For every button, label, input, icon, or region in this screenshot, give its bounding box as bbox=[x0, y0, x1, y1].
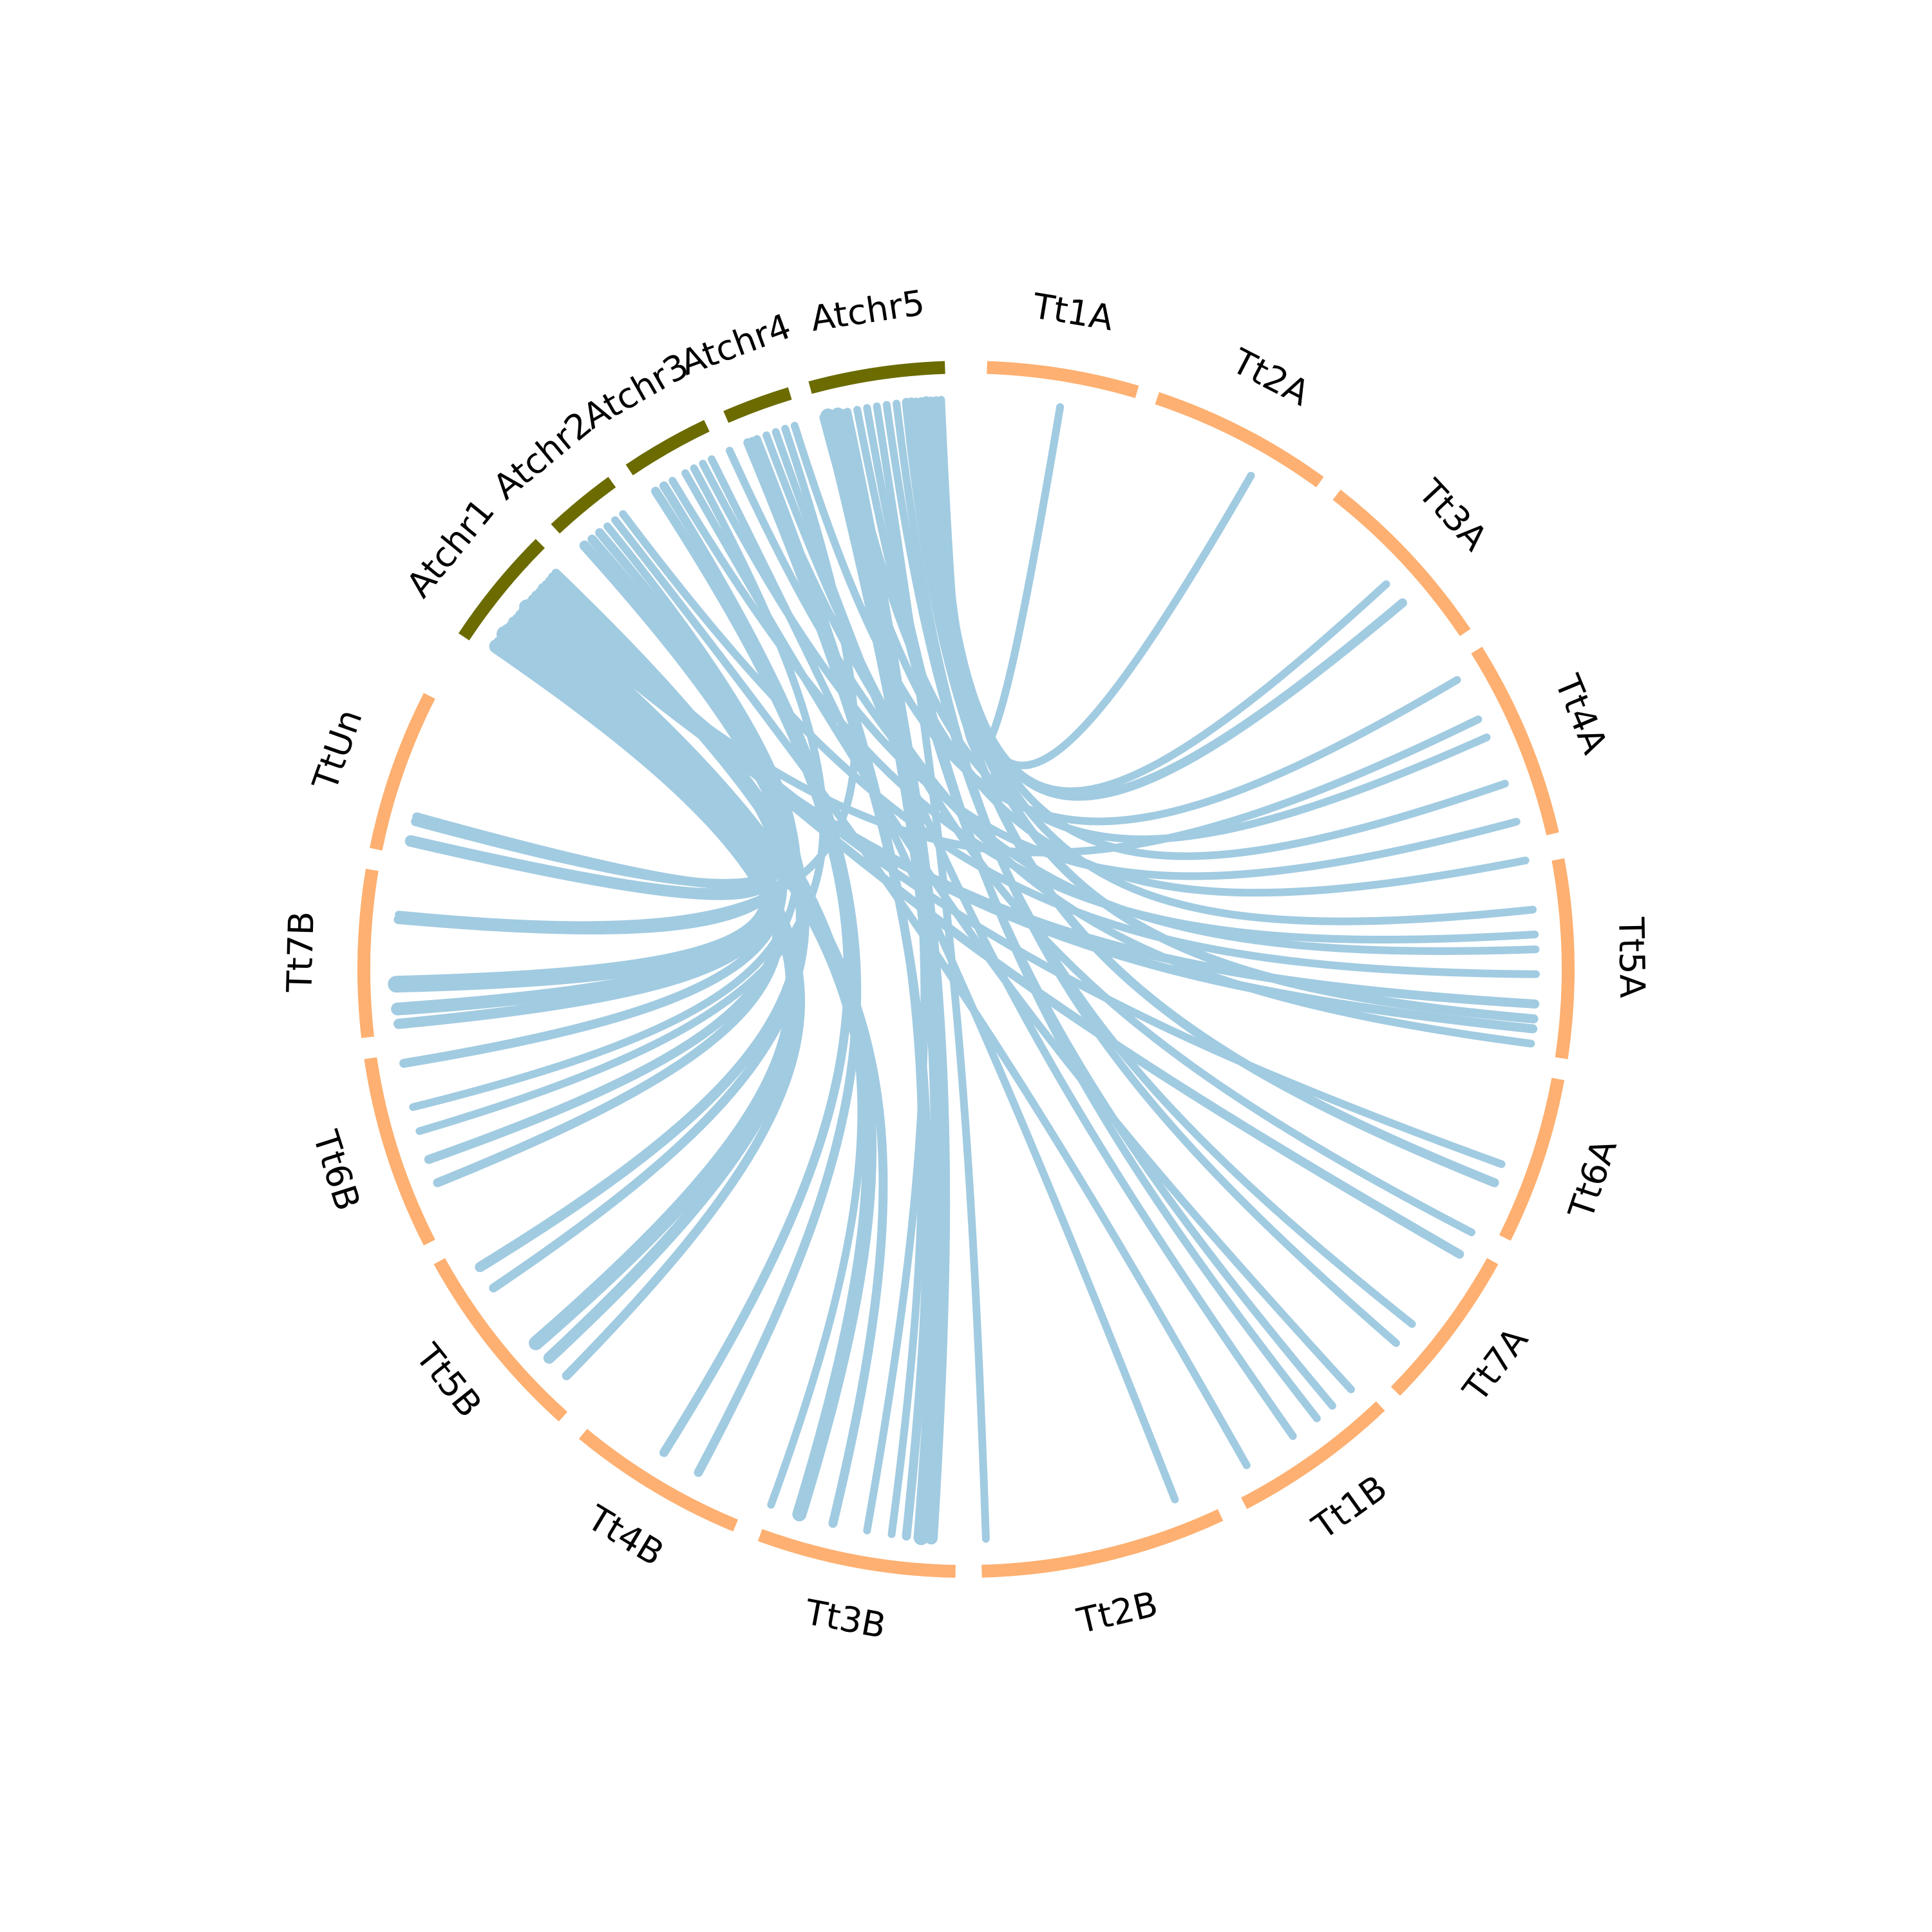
chromosome-label-tt1b: Tt1B bbox=[1305, 1467, 1395, 1548]
synteny-link bbox=[748, 437, 1535, 1048]
synteny-link bbox=[873, 402, 990, 1543]
chromosome-label-tt6b: Tt6B bbox=[305, 1125, 368, 1215]
chromosome-arc-ttun bbox=[370, 692, 435, 851]
synteny-link bbox=[922, 396, 1407, 801]
synteny-link bbox=[790, 422, 1461, 826]
synteny-link bbox=[726, 446, 1540, 955]
chromosome-label-tt6a: Tt6A bbox=[1560, 1134, 1625, 1224]
chromosome-arc-tt2a bbox=[1155, 392, 1324, 488]
chromosome-arc-tt6a bbox=[1499, 1077, 1565, 1241]
synteny-link bbox=[844, 408, 929, 1535]
chromosome-arc-atchr2 bbox=[551, 477, 616, 534]
chromosome-arc-atchr1 bbox=[458, 538, 545, 641]
chromosome-arc-tt4a bbox=[1471, 647, 1559, 835]
chromosome-arc-tt2b bbox=[981, 1509, 1224, 1578]
chromosome-arc-tt7b bbox=[357, 869, 379, 1038]
synteny-link bbox=[395, 424, 859, 929]
chromosome-arc-atchr4 bbox=[723, 387, 792, 423]
chromosome-arc-tt5a bbox=[1551, 858, 1575, 1059]
chromosome-label-tt7a: Tt7A bbox=[1455, 1320, 1536, 1410]
chromosome-label-tt1a: Tt1A bbox=[1029, 285, 1116, 339]
chromosome-label-tt3b: Tt3B bbox=[802, 1591, 889, 1646]
links-layer bbox=[388, 395, 1540, 1546]
synteny-link bbox=[681, 469, 1355, 1394]
synteny-link bbox=[937, 395, 1065, 755]
chromosome-label-tt4b: Tt4B bbox=[580, 1497, 671, 1574]
chromosome-arc-atchr5 bbox=[808, 361, 945, 394]
synteny-link bbox=[893, 399, 1400, 1347]
synteny-link bbox=[708, 455, 1179, 1504]
synteny-link bbox=[659, 481, 862, 1477]
chromosome-arc-atchr3 bbox=[625, 420, 710, 476]
synteny-link bbox=[838, 409, 1491, 844]
chromosome-arc-tt6b bbox=[364, 1057, 435, 1246]
chromosome-arc-tt1a bbox=[987, 361, 1139, 399]
chromosome-arc-tt4b bbox=[578, 1428, 739, 1532]
chromosome-label-atchr3: Atchr3 bbox=[576, 345, 696, 437]
chromosome-arc-tt3a bbox=[1332, 489, 1471, 636]
chromosome-label-tt3a: Tt3A bbox=[1410, 471, 1495, 558]
synteny-link bbox=[772, 428, 1297, 1440]
chromosome-arc-tt3b bbox=[757, 1529, 956, 1578]
ideogram-layer bbox=[357, 361, 1575, 1578]
chromosome-label-tt2a: Tt2A bbox=[1225, 341, 1316, 414]
synteny-link bbox=[927, 396, 1390, 795]
chromosome-label-tt7b: Tt7B bbox=[279, 911, 321, 993]
synteny-link bbox=[932, 396, 1255, 770]
synteny-link bbox=[409, 522, 801, 1112]
chromosome-label-atchr4: Atchr4 bbox=[675, 306, 796, 383]
chromosome-label-tt5a: Tt5A bbox=[1611, 916, 1653, 999]
chromosome-label-tt4a: Tt4A bbox=[1547, 668, 1616, 759]
synteny-link bbox=[819, 413, 1530, 897]
chromosome-arc-tt5b bbox=[433, 1258, 568, 1422]
chromosome-label-atchr5: Atchr5 bbox=[808, 282, 927, 339]
synteny-link bbox=[753, 435, 926, 1539]
synteny-link bbox=[651, 486, 853, 1457]
chromosome-label-tt2b: Tt2B bbox=[1073, 1584, 1162, 1642]
synteny-link bbox=[489, 535, 810, 1293]
synteny-link bbox=[399, 569, 788, 1068]
synteny-link bbox=[415, 464, 828, 1135]
chromosome-arc-tt7a bbox=[1390, 1258, 1499, 1396]
chromosome-label-tt5b: Tt5B bbox=[408, 1336, 490, 1425]
chromosome-arc-tt1b bbox=[1241, 1401, 1385, 1510]
chromosome-label-ttun: TtUn bbox=[305, 704, 370, 795]
synteny-link bbox=[393, 528, 798, 934]
chromosome-label-atchr1: Atchr1 bbox=[399, 491, 502, 605]
chromosome-label-atchr2: Atchr2 bbox=[486, 403, 600, 507]
